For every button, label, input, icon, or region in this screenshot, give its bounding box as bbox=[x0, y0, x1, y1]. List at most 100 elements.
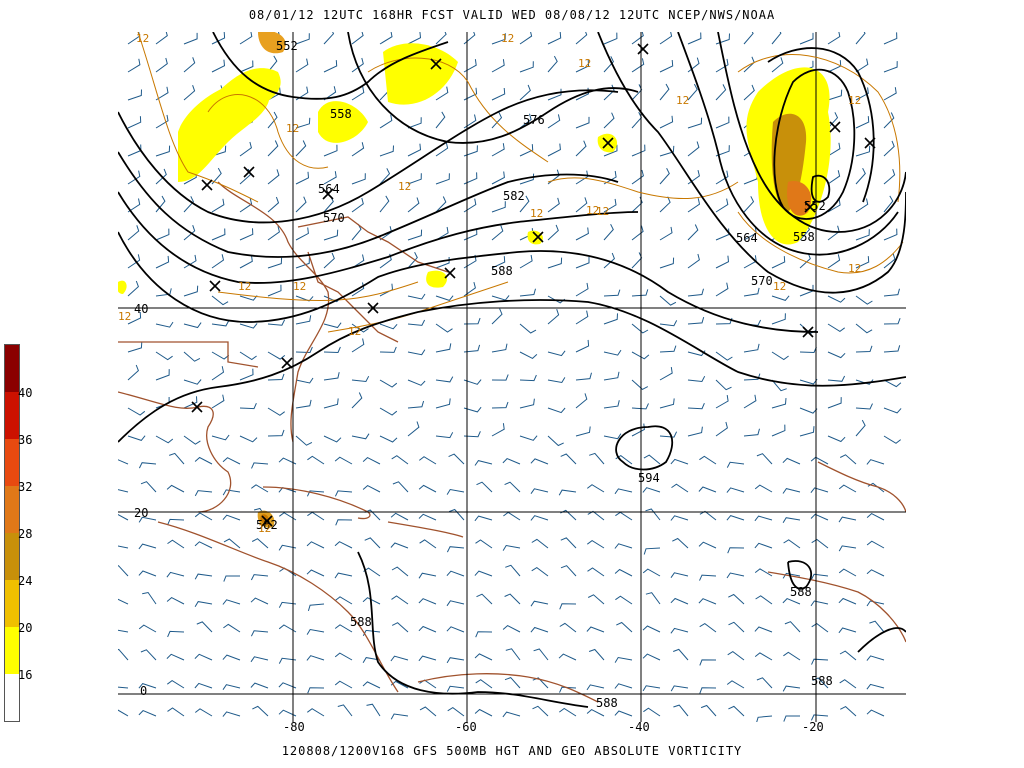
wind-barb bbox=[211, 434, 230, 441]
wind-barb bbox=[642, 487, 661, 493]
wind-barb bbox=[743, 373, 761, 381]
wind-barb bbox=[519, 288, 536, 297]
wind-barb bbox=[448, 453, 465, 465]
contour-label: 570 bbox=[751, 274, 773, 288]
wind-barb bbox=[222, 514, 241, 521]
contour-label: 582 bbox=[503, 189, 525, 203]
wind-barb bbox=[127, 364, 139, 381]
wind-barb bbox=[603, 198, 617, 213]
wind-barb bbox=[211, 320, 230, 327]
graticule bbox=[118, 32, 906, 722]
wind-barb bbox=[504, 593, 521, 605]
wind-barb bbox=[362, 456, 381, 465]
wind-barb bbox=[615, 595, 633, 605]
wind-barb bbox=[855, 116, 870, 129]
wind-barb bbox=[446, 570, 465, 577]
wind-barb bbox=[883, 228, 898, 241]
wind-barb bbox=[575, 393, 588, 409]
wind-barb bbox=[715, 379, 732, 391]
wind-barb bbox=[435, 295, 454, 301]
wind-barb bbox=[530, 488, 549, 494]
wind-barb bbox=[810, 714, 829, 721]
wind-barb bbox=[866, 540, 885, 549]
wind-barb bbox=[615, 511, 633, 521]
wind-barb bbox=[166, 571, 185, 578]
wind-barb bbox=[407, 379, 426, 386]
contour-label: 564 bbox=[318, 182, 340, 196]
forecast-map: 552 558 576 564 570 582 588 594 552 558 … bbox=[118, 32, 906, 722]
wind-barb bbox=[323, 435, 342, 443]
wind-barb bbox=[463, 379, 482, 385]
wind-barb bbox=[379, 195, 390, 213]
wind-barb bbox=[463, 114, 477, 129]
wind-barb bbox=[715, 198, 729, 213]
wind-barb bbox=[575, 32, 588, 45]
wind-barb bbox=[435, 111, 446, 129]
wind-barb bbox=[183, 379, 202, 385]
wind-barb bbox=[631, 379, 649, 391]
wind-barb bbox=[519, 254, 533, 269]
wind-barb bbox=[379, 323, 398, 330]
wind-barb bbox=[118, 459, 129, 465]
wind-barb bbox=[838, 484, 857, 493]
wind-barb bbox=[575, 282, 589, 297]
wind-barb bbox=[267, 140, 279, 157]
wind-barb bbox=[698, 486, 717, 493]
legend-swatch bbox=[5, 392, 19, 439]
wind-barb bbox=[491, 343, 508, 353]
wind-barb bbox=[390, 542, 409, 549]
wind-barb bbox=[295, 227, 309, 241]
wind-barb bbox=[475, 539, 493, 549]
legend-swatch bbox=[5, 533, 19, 580]
wind-barb bbox=[391, 622, 409, 633]
wind-barb bbox=[474, 708, 493, 717]
wind-barb bbox=[379, 346, 397, 353]
wind-barb bbox=[435, 343, 452, 353]
wind-barb bbox=[838, 545, 857, 552]
wind-barb bbox=[504, 677, 521, 689]
wind-barb bbox=[883, 169, 896, 185]
wind-barb bbox=[118, 513, 129, 521]
wind-barb bbox=[771, 32, 782, 45]
wind-barb bbox=[118, 489, 129, 493]
wind-barb bbox=[167, 539, 185, 549]
wind-barb bbox=[183, 225, 196, 241]
wind-barb bbox=[463, 145, 478, 157]
wind-barb bbox=[138, 570, 157, 577]
wind-barb bbox=[407, 117, 422, 129]
wind-barb bbox=[491, 171, 505, 185]
wind-barb bbox=[379, 32, 393, 45]
wind-barb bbox=[306, 655, 325, 661]
wind-barb bbox=[827, 225, 840, 241]
wind-barb bbox=[334, 624, 353, 633]
wind-barb bbox=[699, 687, 717, 694]
wind-barb bbox=[631, 144, 646, 157]
wind-barb bbox=[295, 377, 314, 384]
wind-barb bbox=[699, 574, 717, 581]
wind-barb bbox=[519, 435, 538, 441]
wind-barb bbox=[491, 401, 509, 409]
wind-barb bbox=[127, 170, 141, 185]
wind-barb bbox=[323, 372, 340, 381]
wind-barb bbox=[419, 539, 437, 549]
wind-barb bbox=[547, 55, 558, 73]
wind-barb bbox=[687, 403, 705, 410]
wind-barb bbox=[155, 114, 169, 129]
wind-barb bbox=[211, 295, 229, 306]
wind-barb bbox=[743, 32, 754, 45]
wind-barb bbox=[855, 145, 871, 157]
wind-barb bbox=[839, 454, 857, 465]
wind-barb bbox=[418, 484, 437, 493]
wind-barb bbox=[631, 323, 649, 334]
wind-barb bbox=[239, 295, 258, 301]
wind-barb bbox=[279, 512, 297, 521]
wind-barb bbox=[614, 568, 633, 577]
contour-label: 594 bbox=[638, 471, 660, 485]
lat-label-20: 20 bbox=[134, 506, 149, 520]
wind-barb bbox=[474, 653, 493, 661]
wind-barb bbox=[407, 229, 423, 241]
wind-barb bbox=[532, 677, 549, 689]
wind-barb bbox=[715, 421, 728, 437]
wind-barb bbox=[323, 171, 337, 185]
wind-barb bbox=[362, 657, 381, 664]
